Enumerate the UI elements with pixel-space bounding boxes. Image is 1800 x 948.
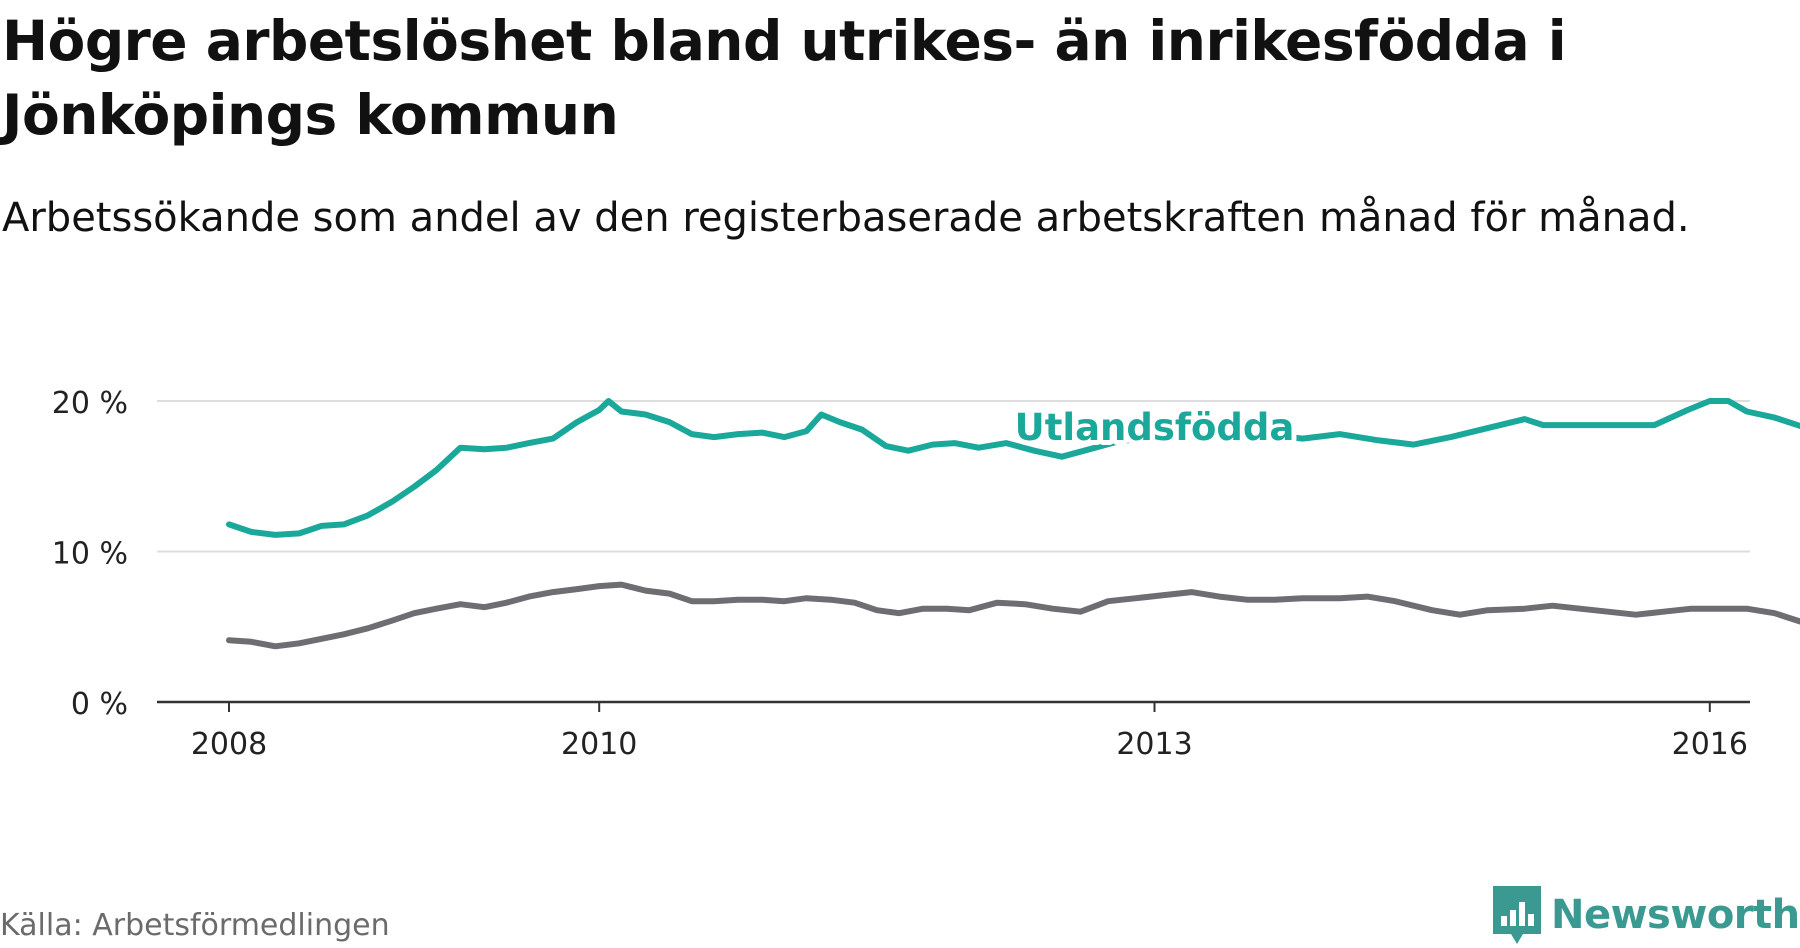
series-name-label-0: Utlandsfödda: [1015, 406, 1295, 449]
x-tick-label: 2013: [1116, 727, 1192, 762]
x-tick-label: 2010: [561, 727, 637, 762]
series-labels: 13,1 %5,1 %UtlandsföddaTotal arbetslöshe…: [1010, 401, 1300, 454]
series-line-1: [226, 581, 1800, 650]
y-tick-label: 20 %: [52, 386, 128, 421]
chart-title: Högre arbetslöshet bland utrikes- än inr…: [2, 9, 1567, 147]
x-tick-label: 2016: [1672, 727, 1748, 762]
newsworthy-icon: [1493, 886, 1541, 944]
y-axis-ticks: 0 % 10 % 20 %: [52, 386, 128, 722]
series-line-0: [226, 398, 1800, 538]
chart-subtitle: Arbetssökande som andel av den registerb…: [2, 195, 1690, 241]
newsworthy-logo[interactable]: Newsworthy: [1493, 886, 1800, 944]
line-chart: 0 %10 %20 % 2008201020132016201820212023…: [52, 386, 1800, 762]
brand-name: Newsworthy: [1551, 892, 1800, 938]
y-tick-label: 10 %: [52, 537, 128, 572]
gridlines: [157, 400, 1750, 553]
x-tick-label: 2008: [191, 727, 267, 762]
y-tick-label: 0 %: [71, 687, 128, 722]
series-lines: [226, 398, 1800, 650]
source-note: Källa: Arbetsförmedlingen: [0, 908, 390, 943]
x-axis: 2008201020132016201820212023: [157, 700, 1750, 762]
